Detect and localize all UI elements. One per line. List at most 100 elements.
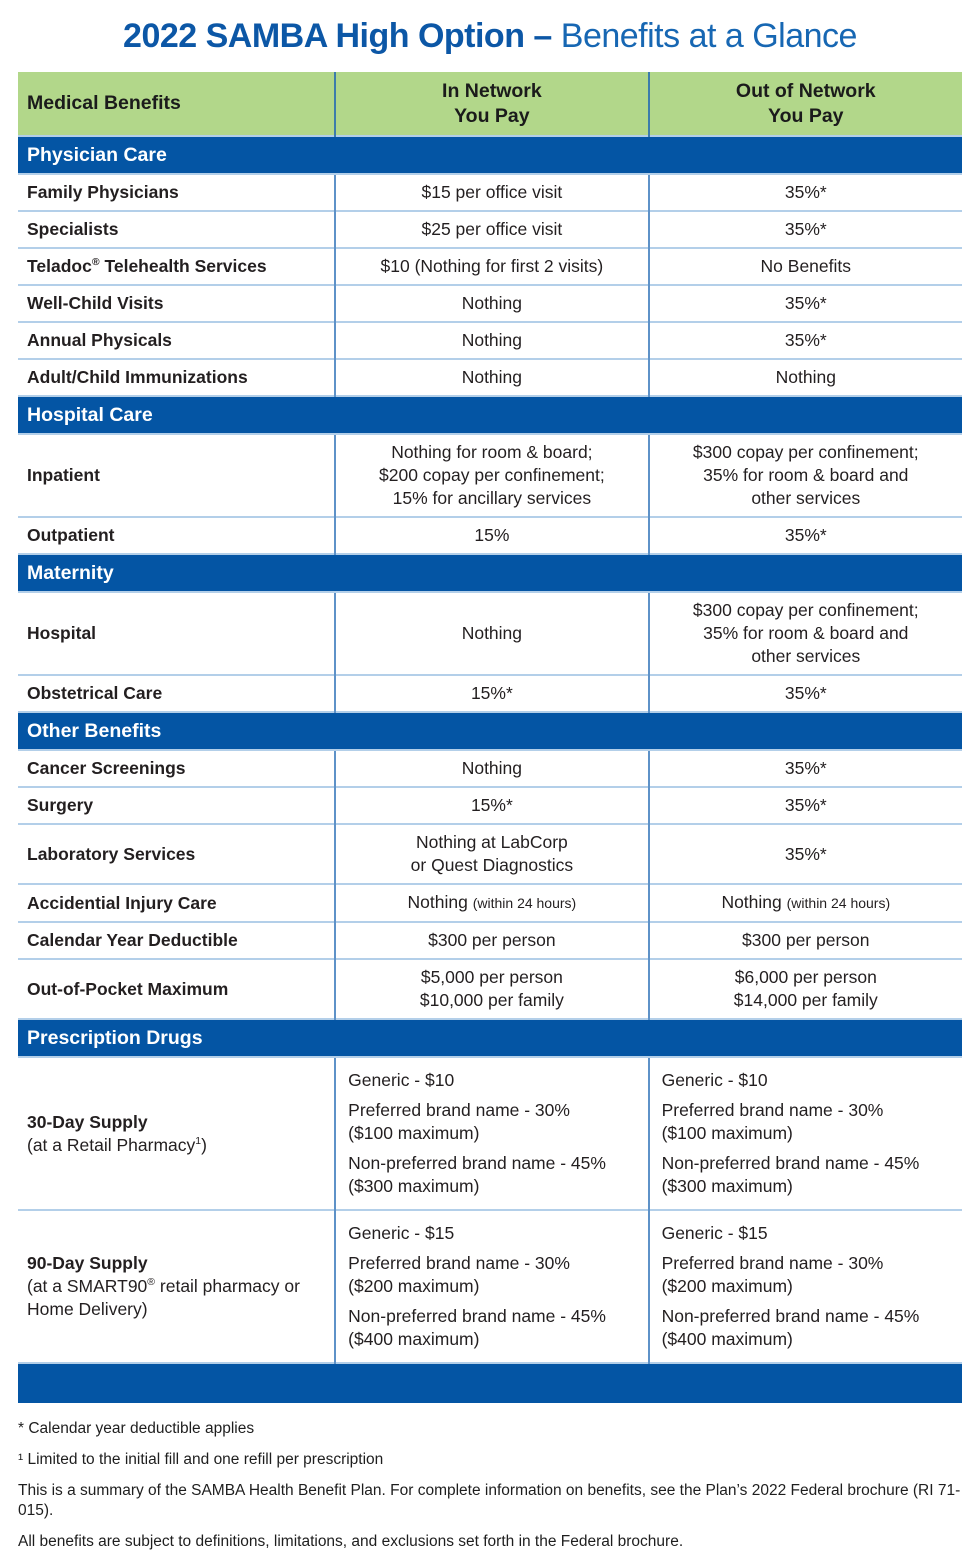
benefit-label: Laboratory Services (18, 823, 336, 884)
value-main: Nothing (407, 892, 468, 912)
footnote-deductible: * Calendar year deductible applies (18, 1420, 255, 1437)
value-line: $14,000 per family (733, 990, 878, 1010)
rx-line: Non-preferred brand name - 45% (348, 1153, 606, 1173)
table-header-row: Medical Benefits In Network You Pay Out … (18, 72, 962, 136)
table-row: Laboratory Services Nothing at LabCorp o… (18, 823, 962, 884)
rx-item: Preferred brand name - 30% ($200 maximum) (662, 1252, 954, 1298)
out-network-value: $300 per person (647, 921, 962, 959)
rx-line: Preferred brand name - 30% (348, 1100, 570, 1120)
footnote-mark: 1 (195, 1134, 202, 1147)
rx-item: Preferred brand name - 30% ($200 maximum) (348, 1252, 639, 1298)
in-network-value: Nothing for room & board; $200 copay per… (334, 433, 649, 517)
out-network-value: 35%* (647, 674, 962, 712)
header-in-network: In Network You Pay (334, 72, 649, 136)
section-title: Other Benefits (18, 711, 962, 750)
in-network-value: Generic - $15 Preferred brand name - 30%… (334, 1209, 649, 1363)
page-title-light: Benefits at a Glance (551, 17, 858, 55)
benefit-label: Outpatient (18, 516, 336, 554)
rx-item: Preferred brand name - 30% ($100 maximum) (348, 1099, 639, 1145)
section-prescription-drugs: Prescription Drugs (18, 1018, 962, 1057)
out-network-value: 35%* (647, 516, 962, 554)
value-main: Nothing (721, 892, 782, 912)
in-network-value: 15%* (334, 674, 649, 712)
value-small-note: (within 24 hours) (786, 895, 891, 911)
rx-item: Generic - $15 (662, 1222, 954, 1245)
out-network-value: 35%* (647, 321, 962, 359)
section-title: Physician Care (18, 135, 962, 174)
table-row: Annual Physicals Nothing 35%* (18, 321, 962, 359)
footnotes: * Calendar year deductible applies ¹ Lim… (18, 1419, 962, 1552)
out-network-value: No Benefits (647, 247, 962, 285)
section-title: Hospital Care (18, 395, 962, 434)
table-row: Specialists $25 per office visit 35%* (18, 210, 962, 248)
benefit-label: Surgery (18, 786, 336, 824)
sublabel-text: retail pharmacy or Home Delivery) (27, 1276, 300, 1319)
rx-line: ($100 maximum) (348, 1123, 480, 1143)
benefit-label: Cancer Screenings (18, 749, 336, 787)
value-line: $10,000 per family (419, 990, 564, 1010)
out-network-value: 35%* (647, 173, 962, 211)
header-out-network-line2: You Pay (768, 104, 844, 127)
in-network-value: Nothing (334, 749, 649, 787)
header-medical-benefits: Medical Benefits (18, 72, 336, 136)
header-in-network-line1: In Network (442, 79, 542, 102)
out-network-value: Nothing (within 24 hours) (647, 883, 962, 922)
value-line: Nothing at LabCorp (415, 832, 568, 852)
section-physician-care: Physician Care (18, 135, 962, 174)
rx-line: Generic - $10 (348, 1070, 455, 1090)
rx-line: Preferred brand name - 30% (661, 1253, 884, 1273)
out-network-value: $300 copay per confinement; 35% for room… (647, 433, 962, 517)
rx-line: Generic - $15 (348, 1223, 455, 1243)
bottom-bar (18, 1362, 962, 1403)
in-network-value: $5,000 per person $10,000 per family (334, 958, 649, 1019)
out-network-value: $300 copay per confinement; 35% for room… (647, 591, 962, 675)
rx-item: Non-preferred brand name - 45% ($400 maxi… (348, 1305, 639, 1351)
in-network-value: 15%* (334, 786, 649, 824)
benefit-label: Inpatient (18, 433, 336, 517)
benefit-label: Annual Physicals (18, 321, 336, 359)
benefit-label: Family Physicians (18, 173, 336, 211)
rx-line: Generic - $10 (661, 1070, 768, 1090)
value-line: $300 copay per confinement; (692, 600, 919, 620)
benefit-label: Well-Child Visits (18, 284, 336, 322)
in-network-value: $300 per person (334, 921, 649, 959)
rx-item: Non-preferred brand name - 45% ($300 maxi… (348, 1152, 639, 1198)
rx-line: ($200 maximum) (348, 1276, 480, 1296)
table-row: Out-of-Pocket Maximum $5,000 per person … (18, 958, 962, 1019)
benefit-label: Out-of-Pocket Maximum (18, 958, 336, 1019)
page-title-bold: 2022 SAMBA High Option – (123, 17, 552, 55)
label-text: 30-Day Supply (27, 1111, 148, 1132)
value-line: $6,000 per person (734, 967, 877, 987)
rx-line: ($200 maximum) (661, 1276, 793, 1296)
benefit-label: 90-Day Supply (at a SMART90® retail phar… (18, 1209, 336, 1363)
table-row: Well-Child Visits Nothing 35%* (18, 284, 962, 322)
value-line: $200 copay per confinement; (379, 465, 605, 485)
footnote-subject-to: All benefits are subject to definitions,… (18, 1533, 684, 1550)
value-line: $300 copay per confinement; (692, 442, 919, 462)
in-network-value: 15% (334, 516, 649, 554)
label-text: 90-Day Supply (27, 1253, 148, 1273)
section-maternity: Maternity (18, 553, 962, 592)
value-line: Nothing for room & board; (391, 442, 593, 462)
out-network-value: 35%* (647, 210, 962, 248)
header-out-network: Out of Network You Pay (647, 72, 962, 136)
label-subtext: (at a SMART90® retail pharmacy or Home D… (27, 1275, 324, 1321)
value-line: 15% for ancillary services (392, 488, 592, 508)
registered-mark: ® (91, 256, 100, 269)
benefit-label: Obstetrical Care (18, 674, 336, 712)
rx-item: Non-preferred brand name - 45% ($300 maxi… (662, 1152, 954, 1198)
benefit-label: Accidential Injury Care (18, 883, 336, 922)
benefit-label: Teladoc® Telehealth Services (18, 247, 336, 285)
table-row: Obstetrical Care 15%* 35%* (18, 674, 962, 712)
table-row: Surgery 15%* 35%* (18, 786, 962, 824)
out-network-value: 35%* (647, 786, 962, 824)
header-in-network-line2: You Pay (454, 104, 530, 127)
page-title: 2022 SAMBA High Option – Benefits at a G… (0, 16, 980, 56)
section-hospital-care: Hospital Care (18, 395, 962, 434)
label-subtext: (at a Retail Pharmacy1) (27, 1134, 324, 1157)
in-network-value: Nothing (334, 591, 649, 675)
rx-item: Generic - $15 (348, 1222, 639, 1245)
rx-item: Generic - $10 (348, 1069, 639, 1092)
sublabel-text: ) (201, 1134, 207, 1155)
